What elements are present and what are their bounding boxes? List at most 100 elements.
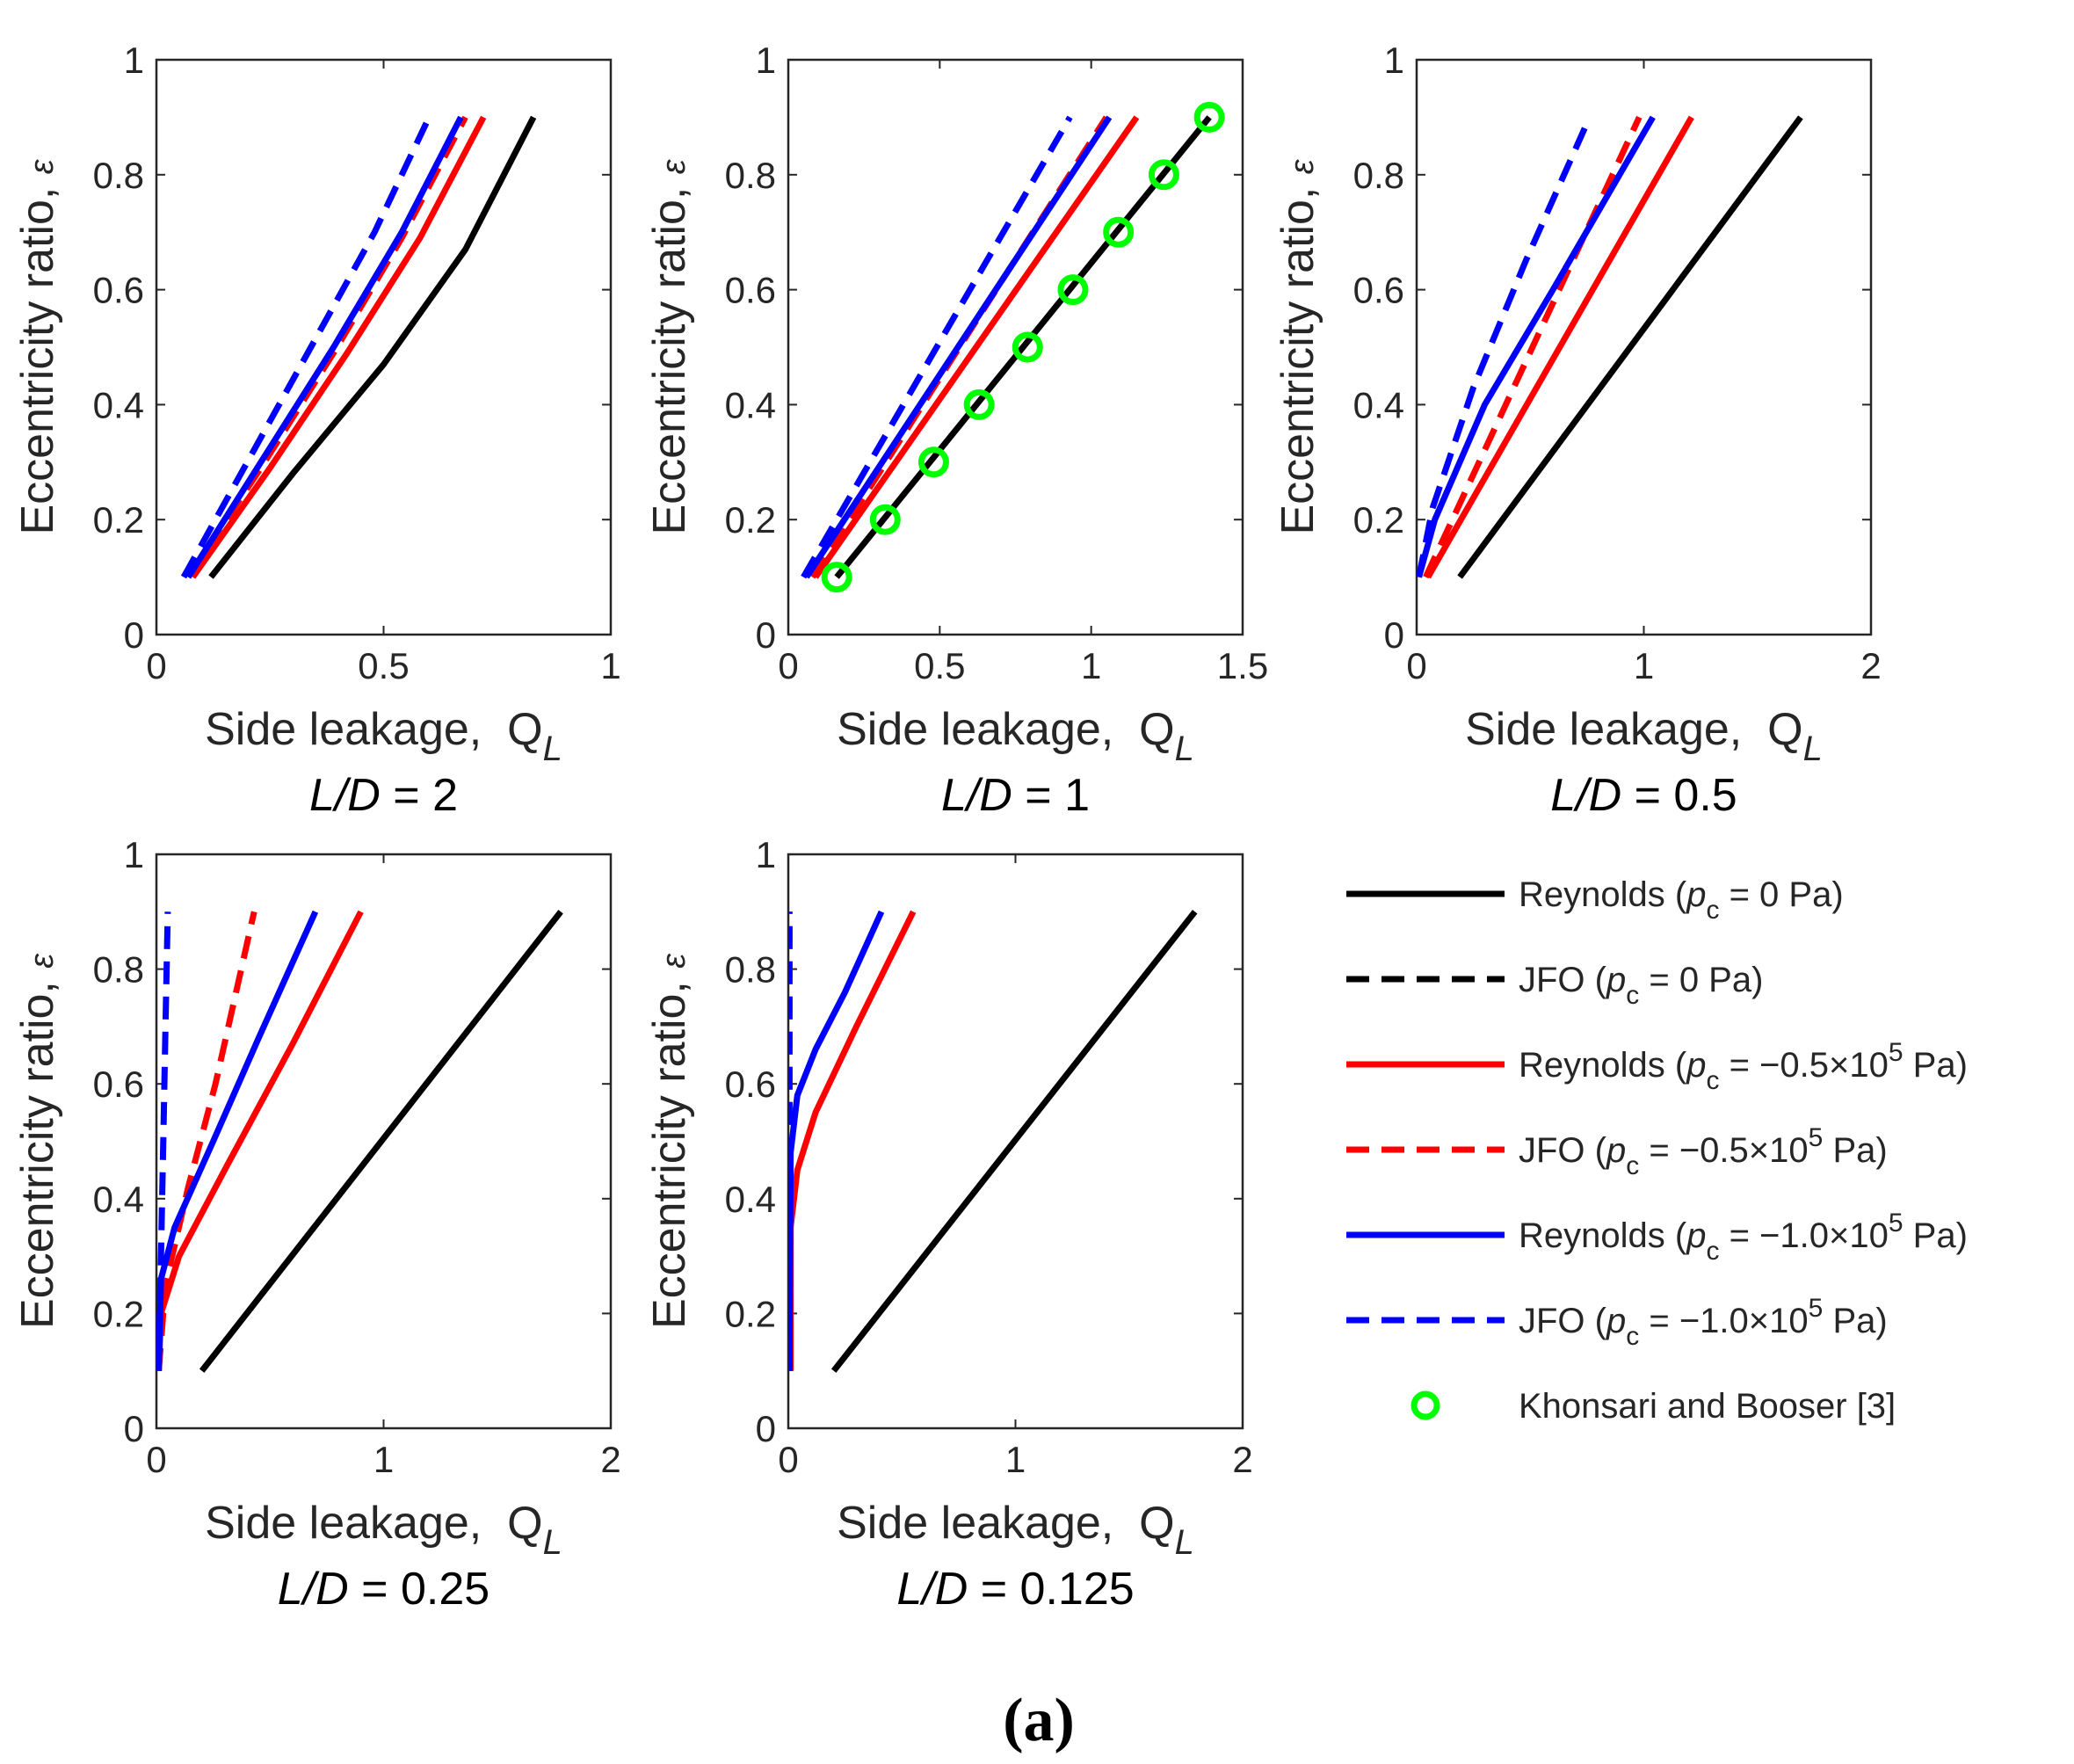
panel-title: L/D = 0.25 bbox=[278, 1564, 489, 1615]
khonsari-marker bbox=[1103, 216, 1135, 248]
series-line-2 bbox=[1425, 115, 1694, 579]
khonsari-marker bbox=[1057, 274, 1089, 306]
y-tick-label: 1 bbox=[124, 40, 144, 81]
y-tick-label: 0.4 bbox=[725, 1179, 776, 1220]
y-tick-label: 0 bbox=[1384, 614, 1404, 656]
series-line-3 bbox=[809, 115, 1109, 579]
legend-label: Reynolds (pc = −1.0×105 Pa) bbox=[1519, 1209, 1968, 1266]
y-tick-label: 0.2 bbox=[93, 499, 144, 541]
khonsari-marker bbox=[1012, 331, 1043, 363]
legend-label: Reynolds (pc = 0 Pa) bbox=[1519, 875, 1844, 925]
figure-label: (a) bbox=[1003, 1687, 1075, 1754]
y-tick-label: 0.2 bbox=[1353, 499, 1404, 541]
legend-marker-icon bbox=[1410, 1390, 1440, 1420]
chart-panel-2: 0 0.5 1 1.5 0 0.2 0.4 0.6 0.8 1 Side leakage, QLL/… bbox=[644, 40, 1268, 821]
series-line-5 bbox=[180, 115, 432, 579]
series-line-4 bbox=[185, 115, 464, 579]
x-tick-label: 0 bbox=[778, 1439, 798, 1480]
y-tick-label: 0.6 bbox=[93, 1063, 144, 1105]
khonsari-marker bbox=[917, 446, 949, 478]
y-tick-label: 0.8 bbox=[1353, 155, 1404, 196]
y-axis-label: Eccentricity ratio, ε bbox=[644, 953, 695, 1329]
series-line-5 bbox=[156, 911, 171, 1371]
x-tick-label: 2 bbox=[1860, 645, 1881, 686]
khonsari-marker bbox=[1193, 101, 1225, 133]
chart-panel-5: 0 1 2 0 0.2 0.4 0.6 0.8 1 Side leakage, QLL/D = 0… bbox=[644, 834, 1253, 1615]
x-axis-label: Side leakage, QL bbox=[837, 704, 1194, 768]
y-axis-label: Eccentricity ratio, ε bbox=[12, 158, 63, 534]
legend-item: Khonsari and Booser [3] bbox=[1410, 1387, 1896, 1426]
panel-title: L/D = 1 bbox=[941, 770, 1090, 821]
y-tick-label: 0.8 bbox=[93, 155, 144, 196]
y-axis-label: Eccentricity ratio, ε bbox=[1273, 158, 1323, 534]
x-tick-label: 1 bbox=[1005, 1439, 1026, 1480]
y-tick-label: 0.8 bbox=[725, 155, 776, 196]
legend-item: Reynolds (pc = −0.5×105 Pa) bbox=[1346, 1038, 1968, 1095]
y-tick-label: 0 bbox=[124, 614, 144, 656]
y-tick-label: 0.4 bbox=[725, 384, 776, 425]
legend-item: JFO (pc = 0 Pa) bbox=[1346, 961, 1763, 1010]
panel-title: L/D = 0.125 bbox=[896, 1564, 1134, 1615]
x-axis-label: Side leakage, QL bbox=[205, 1498, 562, 1562]
x-tick-label: 0.5 bbox=[358, 645, 409, 686]
x-tick-label: 2 bbox=[600, 1439, 620, 1480]
chart-panel-4: 0 1 2 0 0.2 0.4 0.6 0.8 1 Side leakage, QLL/D = 0… bbox=[12, 834, 621, 1615]
legend-label: JFO (pc = 0 Pa) bbox=[1519, 961, 1763, 1010]
khonsari-marker bbox=[821, 562, 852, 593]
y-axis-label: Eccentricity ratio, ε bbox=[12, 953, 63, 1329]
y-tick-label: 0.2 bbox=[93, 1293, 144, 1334]
plot-area bbox=[1415, 58, 1873, 636]
series-line-1 bbox=[199, 910, 563, 1373]
x-axis-label: Side leakage, QL bbox=[1465, 704, 1823, 768]
series-line-3 bbox=[156, 911, 257, 1371]
legend-label: Khonsari and Booser [3] bbox=[1519, 1387, 1896, 1426]
series-line-1 bbox=[1457, 115, 1803, 579]
x-tick-label: 1.5 bbox=[1217, 645, 1268, 686]
y-tick-label: 0.4 bbox=[93, 1179, 144, 1220]
y-tick-label: 0 bbox=[124, 1408, 144, 1449]
series-line-5 bbox=[1417, 121, 1591, 578]
series-line-3 bbox=[1423, 115, 1643, 579]
legend-item: Reynolds (pc = −1.0×105 Pa) bbox=[1346, 1209, 1968, 1266]
y-tick-label: 0.4 bbox=[93, 384, 144, 425]
x-tick-label: 0 bbox=[146, 1439, 166, 1480]
chart-panel-1: 0 0.5 1 0 0.2 0.4 0.6 0.8 1 Side leakage, QLL/D =… bbox=[12, 40, 621, 821]
khonsari-marker bbox=[963, 388, 995, 420]
series-line-4 bbox=[803, 115, 1113, 579]
x-tick-label: 0.5 bbox=[914, 645, 965, 686]
x-tick-label: 1 bbox=[1634, 645, 1654, 686]
panel-title: L/D = 2 bbox=[309, 770, 458, 821]
x-axis-label: Side leakage, QL bbox=[837, 1498, 1194, 1562]
legend-label: Reynolds (pc = −0.5×105 Pa) bbox=[1519, 1038, 1968, 1095]
khonsari-marker bbox=[869, 504, 901, 535]
y-tick-label: 1 bbox=[1384, 40, 1404, 81]
series-line-2 bbox=[813, 115, 1140, 579]
y-tick-label: 0.8 bbox=[725, 949, 776, 991]
y-tick-label: 0.6 bbox=[725, 270, 776, 311]
legend-label: JFO (pc = −0.5×105 Pa) bbox=[1519, 1123, 1888, 1180]
legend-item: Reynolds (pc = 0 Pa) bbox=[1346, 875, 1844, 925]
series-line-1 bbox=[834, 115, 1212, 579]
y-tick-label: 1 bbox=[124, 834, 144, 875]
y-tick-label: 0.6 bbox=[725, 1063, 776, 1105]
legend: Reynolds (pc = 0 Pa) JFO (pc = 0 Pa) Reyno… bbox=[1346, 875, 1968, 1426]
x-tick-label: 0 bbox=[778, 645, 798, 686]
y-tick-label: 0 bbox=[756, 1408, 776, 1449]
x-tick-label: 1 bbox=[600, 645, 620, 686]
y-tick-label: 0.4 bbox=[1353, 384, 1404, 425]
y-tick-label: 0.2 bbox=[725, 1293, 776, 1334]
chart-panel-3: 0 1 2 0 0.2 0.4 0.6 0.8 1 Side leakage, QLL/D = 0… bbox=[1273, 40, 1882, 821]
series-line-1 bbox=[830, 910, 1198, 1373]
x-tick-label: 2 bbox=[1232, 1439, 1252, 1480]
series-line-5 bbox=[801, 115, 1073, 579]
x-tick-label: 0 bbox=[146, 645, 166, 686]
khonsari-marker bbox=[1148, 159, 1179, 191]
x-tick-label: 1 bbox=[1081, 645, 1101, 686]
y-tick-label: 0.6 bbox=[93, 270, 144, 311]
x-tick-label: 1 bbox=[373, 1439, 394, 1480]
y-tick-label: 1 bbox=[756, 834, 776, 875]
legend-item: JFO (pc = −0.5×105 Pa) bbox=[1346, 1123, 1888, 1180]
legend-label: JFO (pc = −1.0×105 Pa) bbox=[1519, 1294, 1888, 1351]
legend-item: JFO (pc = −1.0×105 Pa) bbox=[1346, 1294, 1888, 1351]
